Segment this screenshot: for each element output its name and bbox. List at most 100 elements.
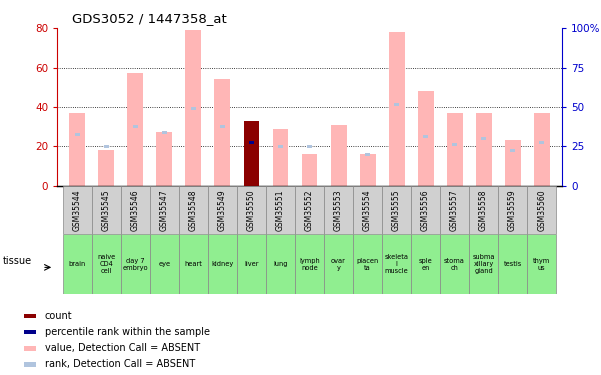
Bar (423, 135, 428, 138)
Bar (121, 186, 150, 234)
Text: GSM35549: GSM35549 (218, 189, 227, 231)
Text: GSM35547: GSM35547 (160, 189, 169, 231)
Bar (237, 186, 266, 234)
Text: heart: heart (185, 261, 203, 267)
Text: placen
ta: placen ta (356, 258, 379, 271)
Bar (440, 186, 469, 234)
Text: GSM35553: GSM35553 (334, 189, 343, 231)
Bar (243, 121, 260, 186)
Bar (295, 186, 324, 234)
Bar (92, 234, 121, 294)
Bar (121, 234, 150, 294)
Bar (179, 234, 208, 294)
Bar (266, 186, 295, 234)
Bar (498, 186, 527, 234)
Text: testis: testis (504, 261, 522, 267)
Bar (133, 125, 138, 128)
Bar (389, 32, 404, 186)
Bar (359, 154, 376, 186)
Bar (23, 346, 36, 351)
Bar (23, 330, 36, 334)
Bar (63, 186, 92, 234)
Text: lung: lung (273, 261, 288, 267)
Bar (150, 234, 179, 294)
Bar (266, 234, 295, 294)
Text: sple
en: sple en (419, 258, 433, 271)
Text: naive
CD4
cell: naive CD4 cell (97, 254, 115, 274)
Bar (411, 234, 440, 294)
Text: subma
xillary
gland: subma xillary gland (472, 254, 495, 274)
Bar (475, 113, 492, 186)
Text: skeleta
l
muscle: skeleta l muscle (385, 254, 409, 274)
Bar (23, 314, 36, 318)
Bar (278, 145, 282, 148)
Bar (220, 125, 225, 128)
Bar (272, 129, 288, 186)
Bar (150, 186, 179, 234)
Bar (156, 132, 172, 186)
Text: rank, Detection Call = ABSENT: rank, Detection Call = ABSENT (45, 360, 195, 369)
Bar (191, 107, 196, 110)
Bar (302, 154, 317, 186)
Bar (162, 131, 166, 134)
Bar (534, 113, 549, 186)
Bar (418, 91, 433, 186)
Text: eye: eye (159, 261, 171, 267)
Bar (208, 234, 237, 294)
Text: GSM35544: GSM35544 (73, 189, 82, 231)
Bar (324, 186, 353, 234)
Bar (63, 234, 92, 294)
Bar (382, 234, 411, 294)
Bar (505, 140, 520, 186)
Text: GSM35557: GSM35557 (450, 189, 459, 231)
Bar (469, 234, 498, 294)
Text: GSM35555: GSM35555 (392, 189, 401, 231)
Bar (127, 74, 144, 186)
Bar (498, 234, 527, 294)
Text: GSM35558: GSM35558 (479, 189, 488, 231)
Text: GSM35545: GSM35545 (102, 189, 111, 231)
Bar (331, 124, 347, 186)
Text: GSM35556: GSM35556 (421, 189, 430, 231)
Text: thym
us: thym us (533, 258, 551, 271)
Text: GSM35551: GSM35551 (276, 189, 285, 231)
Bar (440, 234, 469, 294)
Bar (481, 137, 486, 140)
Bar (527, 234, 556, 294)
Bar (92, 186, 121, 234)
Text: brain: brain (69, 261, 86, 267)
Bar (249, 141, 254, 144)
Text: GDS3052 / 1447358_at: GDS3052 / 1447358_at (72, 12, 227, 25)
Text: GSM35560: GSM35560 (537, 189, 546, 231)
Text: day 7
embryо: day 7 embryо (123, 258, 148, 271)
Bar (307, 145, 312, 148)
Bar (186, 30, 201, 186)
Text: GSM35546: GSM35546 (131, 189, 140, 231)
Text: GSM35550: GSM35550 (247, 189, 256, 231)
Bar (365, 153, 370, 156)
Bar (295, 234, 324, 294)
Bar (469, 186, 498, 234)
Bar (411, 186, 440, 234)
Bar (99, 150, 114, 186)
Bar (23, 362, 36, 367)
Bar (353, 234, 382, 294)
Text: liver: liver (244, 261, 259, 267)
Text: value, Detection Call = ABSENT: value, Detection Call = ABSENT (45, 343, 200, 353)
Text: lymph
node: lymph node (299, 258, 320, 271)
Bar (539, 141, 544, 144)
Bar (237, 234, 266, 294)
Text: stoma
ch: stoma ch (444, 258, 465, 271)
Text: percentile rank within the sample: percentile rank within the sample (45, 327, 210, 337)
Bar (70, 113, 85, 186)
Bar (208, 186, 237, 234)
Bar (447, 113, 463, 186)
Text: GSM35554: GSM35554 (363, 189, 372, 231)
Text: GSM35559: GSM35559 (508, 189, 517, 231)
Text: ovar
y: ovar y (331, 258, 346, 271)
Text: tissue: tissue (3, 256, 32, 266)
Bar (527, 186, 556, 234)
Bar (453, 143, 457, 146)
Text: kidney: kidney (212, 261, 234, 267)
Bar (324, 234, 353, 294)
